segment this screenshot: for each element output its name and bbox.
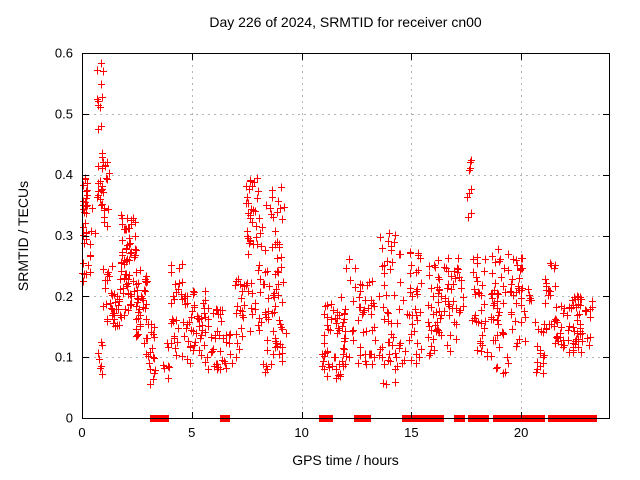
x-tick-label: 10 — [294, 425, 308, 440]
x-tick-label: 20 — [514, 425, 528, 440]
x-tick-label: 5 — [188, 425, 195, 440]
x-tick-labels: 0 5 10 15 20 — [78, 425, 528, 440]
srmtid-points — [79, 59, 596, 389]
y-axis-label-text: SRMTID / TECUs — [15, 180, 31, 292]
y-tick-label: 0.4 — [55, 167, 73, 182]
y-tick-label: 0.5 — [55, 106, 73, 121]
y-tick-label: 0.3 — [55, 228, 73, 243]
y-tick-labels: 0 0.1 0.2 0.3 0.4 0.5 0.6 — [55, 46, 73, 426]
plot-border — [82, 53, 610, 419]
tick-marks — [82, 53, 609, 419]
y-tick-label: 0 — [66, 411, 73, 426]
x-axis-label: GPS time / hours — [292, 452, 399, 468]
y-tick-label: 0.6 — [55, 46, 73, 61]
y-tick-label: 0.2 — [55, 289, 73, 304]
y-tick-label: 0.1 — [55, 350, 73, 365]
chart-title: Day 226 of 2024, SRMTID for receiver cn0… — [209, 14, 482, 30]
x-tick-label: 0 — [78, 425, 85, 440]
x-tick-label: 15 — [404, 425, 418, 440]
